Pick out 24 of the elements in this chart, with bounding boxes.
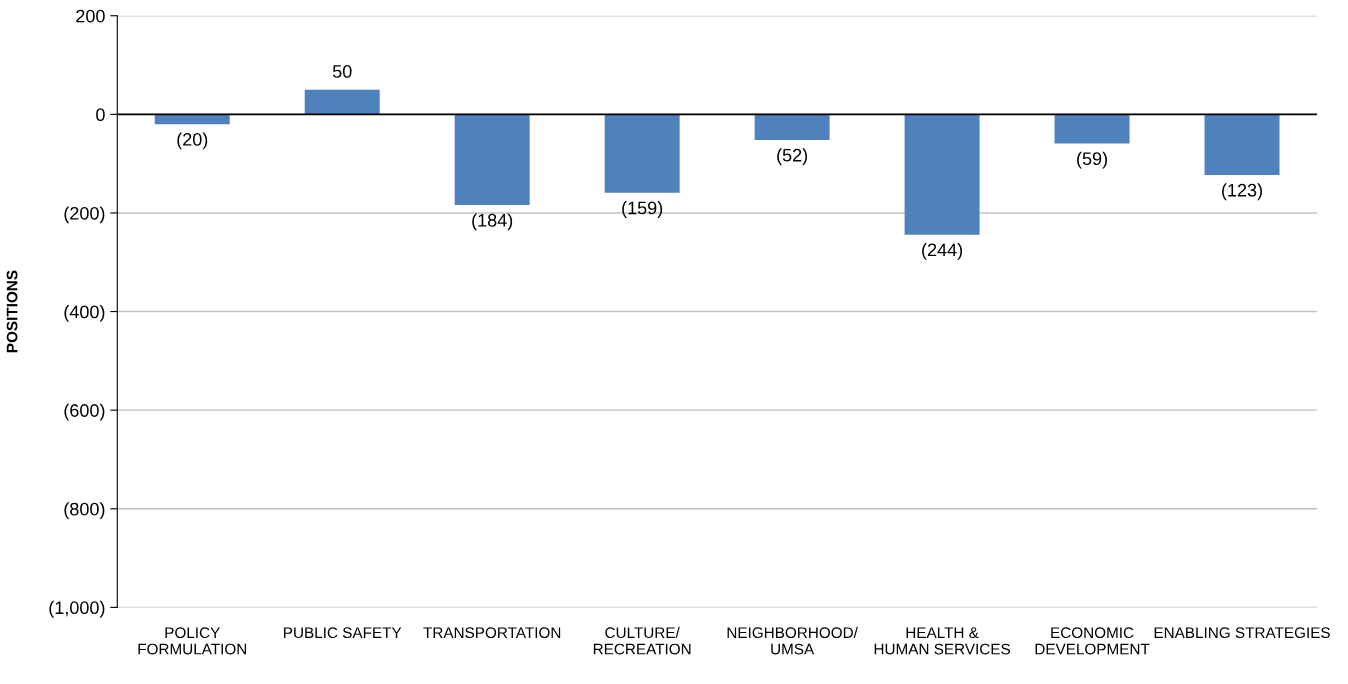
x-tick-label: PUBLIC SAFETY: [284, 627, 402, 639]
x-tick-label: CULTURE/ RECREATION: [593, 626, 691, 655]
y-tick-label: 200: [76, 9, 105, 23]
y-axis-title: POSITIONS: [6, 270, 18, 353]
y-tick-label: 0: [96, 108, 105, 122]
y-tick-label: (1,000): [49, 600, 105, 618]
data-label: (184): [472, 213, 513, 231]
x-tick-label: POLICY FORMULATION: [138, 627, 247, 655]
y-tick-label: (600): [64, 403, 105, 421]
x-tick-label: ECONOMIC DEVELOPMENT: [1035, 627, 1150, 655]
x-tick-label: NEIGHBORHOOD/ UMSA: [727, 626, 858, 655]
x-tick-label: HEALTH & HUMAN SERVICES: [874, 627, 1011, 655]
x-tick-label: ENABLING STRATEGIES: [1154, 627, 1330, 639]
data-label: (159): [622, 201, 663, 218]
data-label: (244): [922, 242, 963, 260]
data-label: 50: [332, 65, 352, 78]
data-label: (52): [777, 148, 808, 166]
data-label: (20): [177, 132, 208, 150]
x-tick-label: TRANSPORTATION: [423, 627, 561, 639]
data-label: (59): [1077, 151, 1107, 169]
y-tick-label: (800): [64, 502, 105, 520]
y-tick-label: (200): [64, 206, 105, 224]
y-tick-label: (400): [64, 305, 105, 322]
data-label: (123): [1222, 183, 1262, 201]
